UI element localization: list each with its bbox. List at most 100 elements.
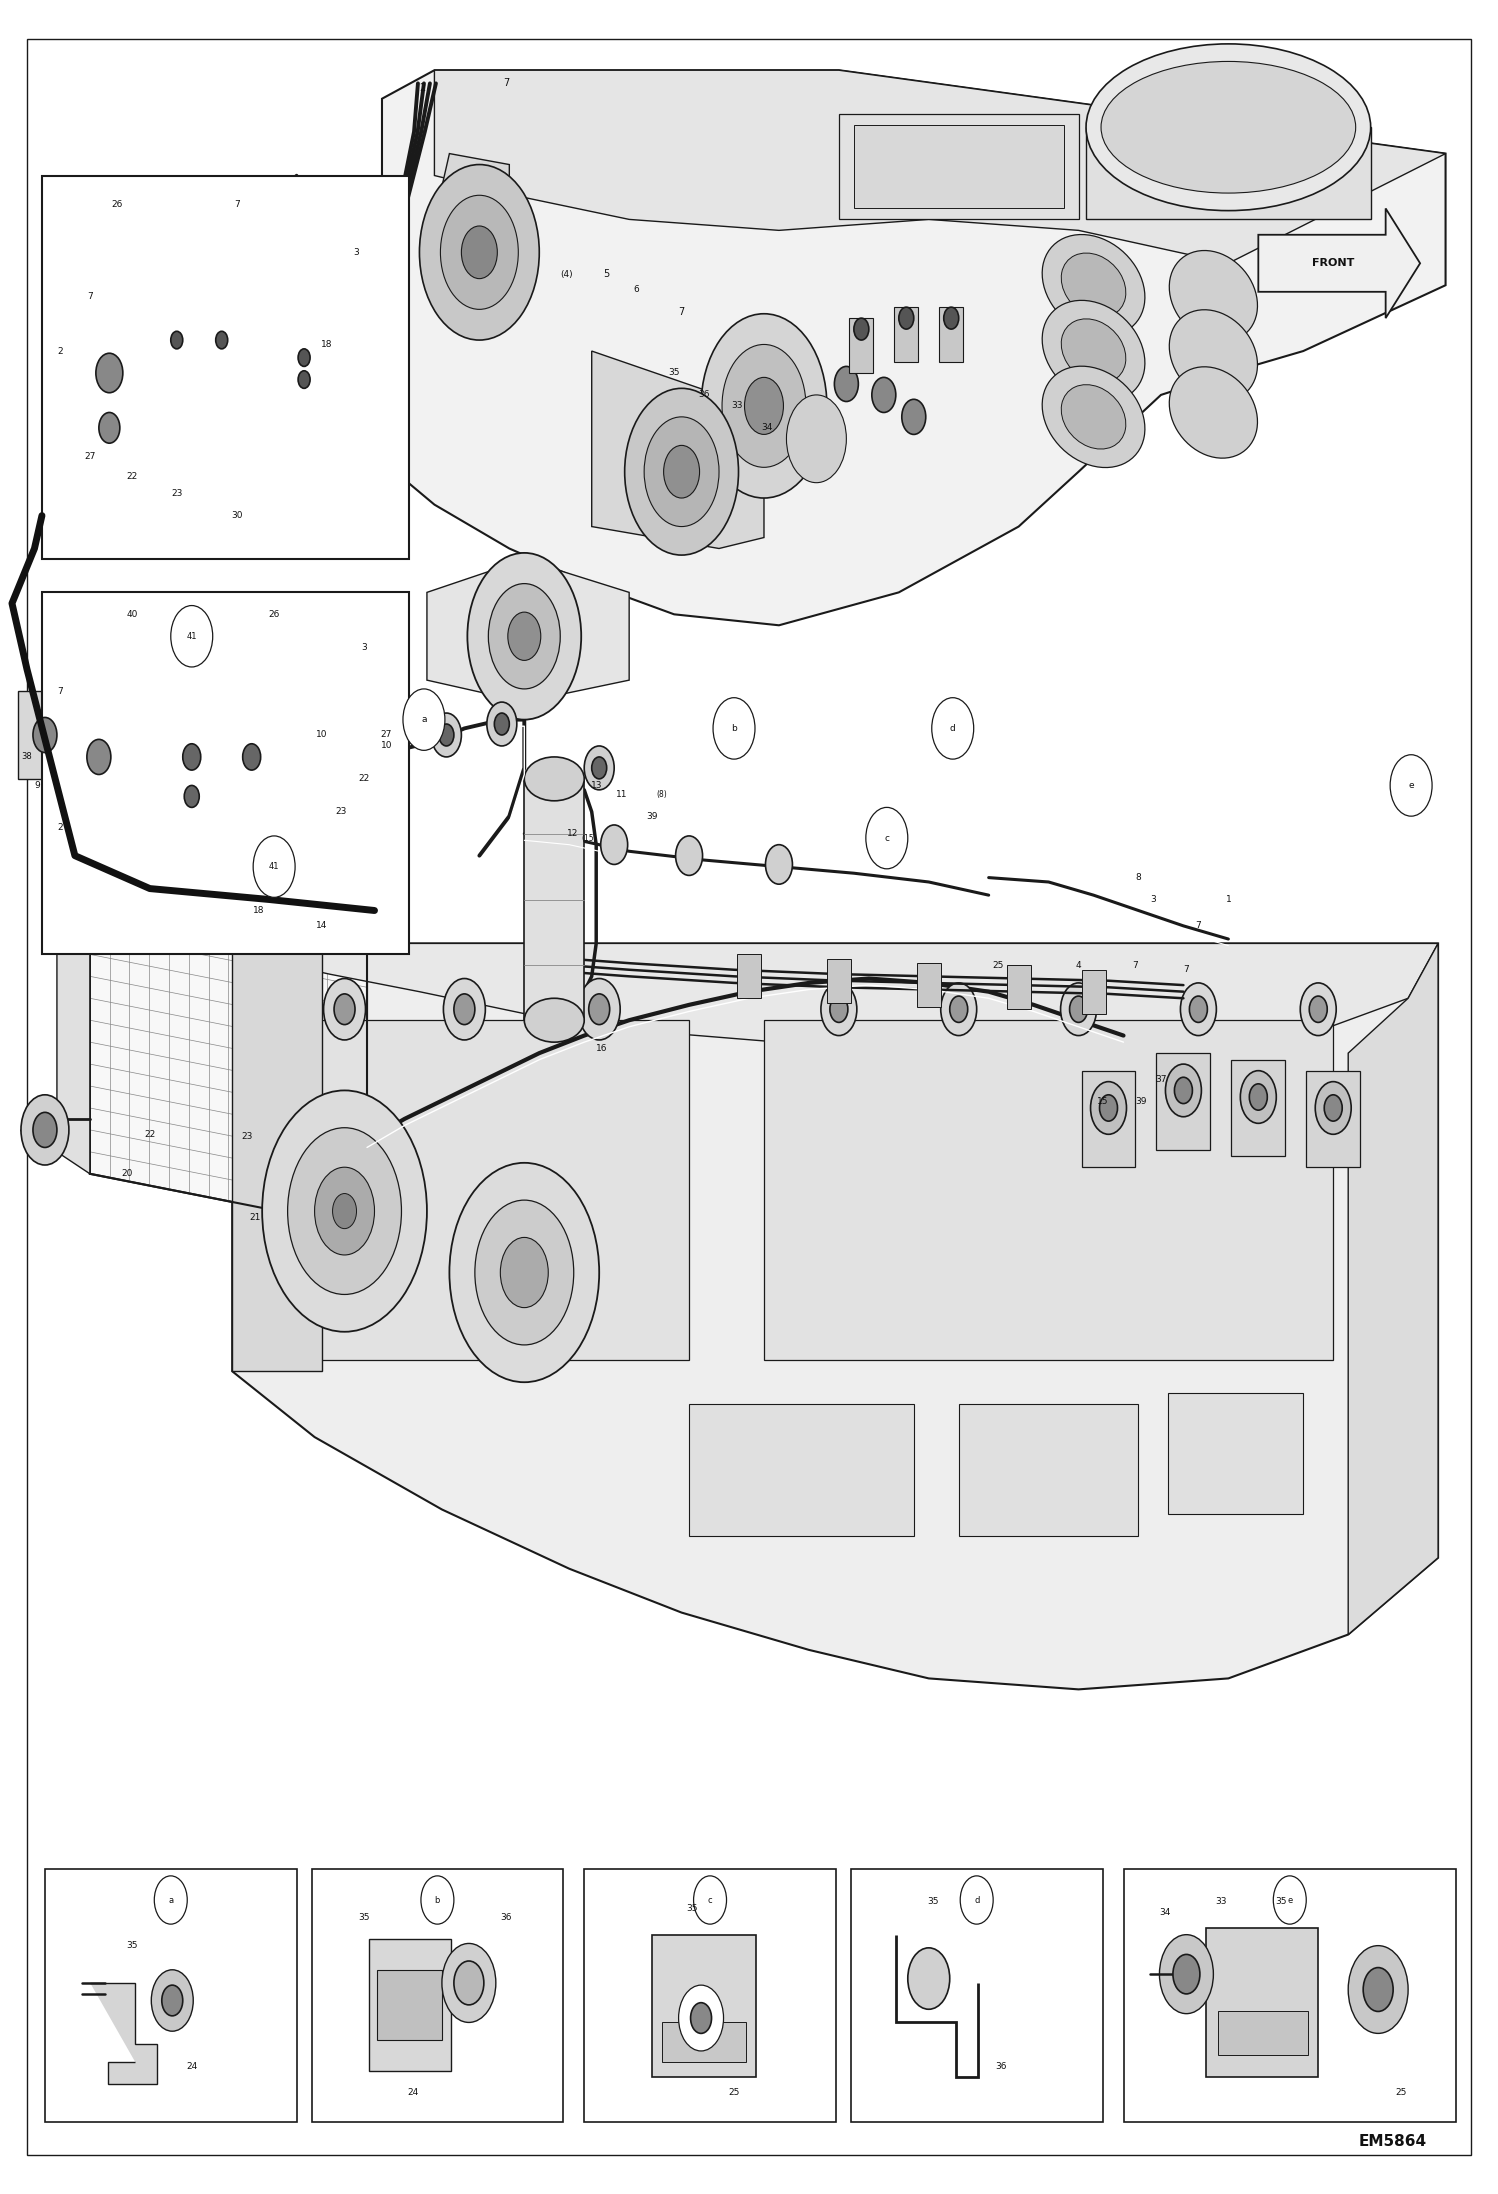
Circle shape	[99, 412, 120, 443]
Text: 30: 30	[231, 511, 243, 520]
Text: 25: 25	[1395, 2089, 1407, 2097]
Circle shape	[1273, 1876, 1306, 1924]
Polygon shape	[90, 691, 367, 1229]
Polygon shape	[57, 669, 90, 1174]
Text: 16: 16	[596, 1044, 608, 1053]
Text: b: b	[434, 1896, 440, 1904]
Circle shape	[960, 1876, 993, 1924]
Bar	[917, 963, 941, 1007]
Bar	[1082, 1071, 1135, 1167]
Polygon shape	[1258, 208, 1420, 318]
Text: d: d	[974, 1896, 980, 1904]
Circle shape	[1324, 1095, 1342, 1121]
Circle shape	[151, 1970, 193, 2032]
Circle shape	[676, 836, 703, 875]
Circle shape	[1240, 1071, 1276, 1123]
Circle shape	[872, 377, 896, 412]
Circle shape	[713, 698, 755, 759]
Bar	[894, 307, 918, 362]
Circle shape	[171, 331, 183, 349]
Circle shape	[1363, 1968, 1393, 2012]
Text: 38: 38	[21, 753, 33, 761]
Circle shape	[487, 702, 517, 746]
Text: 24: 24	[186, 2062, 198, 2071]
Bar	[1082, 970, 1106, 1014]
Bar	[369, 1939, 451, 2071]
Text: EM5864: EM5864	[1359, 2135, 1428, 2148]
Text: 33: 33	[1215, 1898, 1227, 1907]
Circle shape	[421, 1876, 454, 1924]
Bar	[854, 125, 1064, 208]
Circle shape	[298, 349, 310, 366]
Text: 36: 36	[698, 391, 710, 399]
Bar	[42, 592, 409, 954]
Circle shape	[1100, 1095, 1118, 1121]
Circle shape	[79, 821, 118, 878]
Text: 22: 22	[144, 1130, 156, 1139]
Circle shape	[291, 360, 318, 399]
Circle shape	[85, 338, 133, 408]
Text: 35: 35	[358, 1913, 370, 1922]
Bar	[662, 2023, 746, 2062]
Polygon shape	[427, 559, 629, 702]
Bar	[1206, 1929, 1318, 2078]
Text: 36: 36	[995, 2062, 1007, 2071]
Circle shape	[21, 1095, 69, 1165]
Text: 7: 7	[87, 292, 93, 301]
Circle shape	[234, 731, 270, 783]
Text: 5: 5	[604, 270, 610, 279]
Text: 2: 2	[419, 83, 425, 92]
Text: 39: 39	[646, 812, 658, 821]
Text: e: e	[1408, 781, 1414, 790]
Bar	[737, 954, 761, 998]
Circle shape	[1061, 983, 1097, 1036]
Polygon shape	[232, 943, 1438, 1689]
Circle shape	[722, 344, 806, 467]
Circle shape	[403, 689, 445, 750]
Text: 7: 7	[503, 79, 509, 88]
Circle shape	[177, 774, 207, 818]
Bar	[45, 1869, 297, 2122]
Text: 21: 21	[249, 1213, 261, 1222]
Circle shape	[298, 371, 310, 388]
Ellipse shape	[524, 757, 584, 801]
Circle shape	[216, 331, 228, 349]
Circle shape	[333, 1194, 357, 1229]
Bar	[1306, 1071, 1360, 1167]
Circle shape	[1173, 1955, 1200, 1994]
Ellipse shape	[1170, 250, 1257, 342]
Circle shape	[1165, 1064, 1201, 1117]
Text: 34: 34	[761, 423, 773, 432]
Text: 10: 10	[380, 742, 392, 750]
Circle shape	[899, 307, 914, 329]
Circle shape	[243, 744, 261, 770]
Bar	[312, 1869, 563, 2122]
Circle shape	[500, 1237, 548, 1308]
Text: 8: 8	[1135, 873, 1141, 882]
Circle shape	[1249, 1084, 1267, 1110]
Ellipse shape	[1101, 61, 1356, 193]
Bar	[827, 959, 851, 1003]
Ellipse shape	[1043, 235, 1144, 336]
Circle shape	[1390, 755, 1432, 816]
Text: 27: 27	[380, 731, 392, 739]
Ellipse shape	[1061, 252, 1126, 318]
Text: 37: 37	[1155, 1075, 1167, 1084]
Circle shape	[786, 395, 846, 483]
Circle shape	[941, 983, 977, 1036]
Circle shape	[75, 722, 123, 792]
Circle shape	[866, 807, 908, 869]
Text: a: a	[168, 1896, 174, 1904]
Text: 25: 25	[992, 961, 1004, 970]
Circle shape	[163, 320, 190, 360]
Ellipse shape	[1061, 318, 1126, 384]
Circle shape	[315, 1167, 374, 1255]
Text: 1: 1	[1225, 895, 1231, 904]
Polygon shape	[1348, 943, 1438, 1635]
Ellipse shape	[1086, 44, 1371, 211]
Bar	[689, 1404, 914, 1536]
Bar	[1124, 1869, 1456, 2122]
Circle shape	[87, 739, 111, 774]
Circle shape	[902, 399, 926, 434]
Bar	[849, 318, 873, 373]
